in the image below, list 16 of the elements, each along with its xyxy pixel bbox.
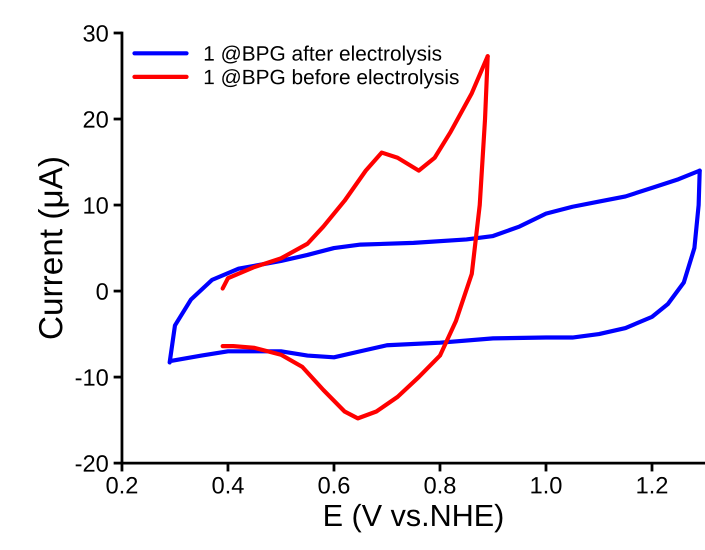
y-tick-label: 20: [84, 111, 108, 128]
x-tick-label: 0.8: [424, 476, 456, 494]
y-tick-label: 30: [83, 25, 108, 42]
x-tick-label: 0.6: [318, 476, 350, 494]
y-tick-label: 0: [96, 283, 108, 300]
x-tick-label: 0.2: [106, 476, 138, 494]
x-tick-label: 0.4: [212, 476, 244, 494]
y-tick-label: -20: [76, 455, 108, 472]
x-tick-label: 1.0: [531, 476, 562, 494]
y-tick-label: -10: [76, 369, 108, 386]
x-tick-label: 1.2: [637, 476, 668, 494]
y-tick-label: 10: [84, 197, 108, 214]
y-axis-title: Current (μA): [38, 158, 70, 338]
x-axis-title: E (V vs.NHE): [325, 504, 502, 532]
legend-label: 1 @BPG before electrolysis: [204, 69, 459, 89]
legend-label: 1 @BPG after electrolysis: [204, 46, 442, 65]
